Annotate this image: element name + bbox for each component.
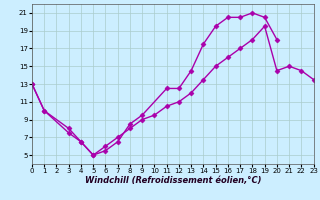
X-axis label: Windchill (Refroidissement éolien,°C): Windchill (Refroidissement éolien,°C) xyxy=(84,176,261,185)
